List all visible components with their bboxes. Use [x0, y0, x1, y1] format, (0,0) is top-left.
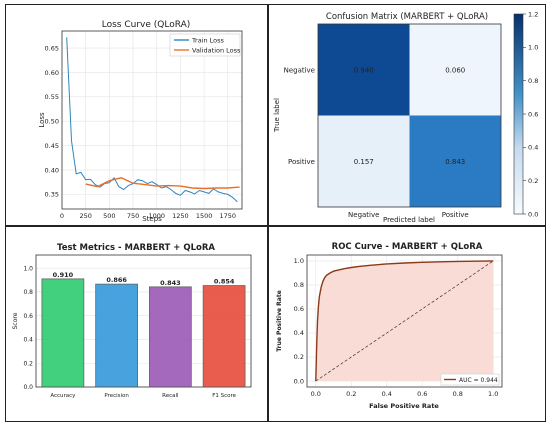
metrics-bar-value-label: 0.866 — [106, 276, 127, 284]
roc-x-tick-label: 0.2 — [346, 390, 356, 398]
metrics-bar — [149, 286, 192, 388]
roc-y-tick-label: 0.2 — [294, 353, 304, 361]
cm-x-tick-label: Negative — [348, 211, 379, 219]
roc-x-tick-label: 1.0 — [488, 390, 498, 398]
loss-chart-title: Loss Curve (QLoRA) — [102, 20, 191, 30]
metrics-x-tick-label: Precision — [104, 393, 129, 399]
roc-curve-chart: ROC Curve - MARBERT + QLoRA 0.0 0.0 0.2 0.2… — [276, 242, 503, 410]
cm-frame — [317, 23, 502, 208]
test-metrics-chart: Test Metrics - MARBERT + QLoRA 0.910 0.86… — [12, 243, 252, 399]
loss-y-axis-label: Loss — [38, 112, 46, 128]
confusion-matrix-panel: Confusion Matrix (MARBERT + QLoRA) 0.940… — [268, 4, 546, 226]
cm-cell-value: 0.060 — [445, 66, 465, 74]
metrics-bar-value-label: 0.910 — [53, 271, 74, 279]
cm-colorbar-tick-label: 1.0 — [528, 44, 538, 52]
roc-y-tick-label: 0.6 — [294, 305, 304, 313]
cm-x-tick-label: Positive — [442, 211, 469, 219]
loss-x-tick-label: 500 — [103, 212, 115, 220]
loss-x-tick-label: 750 — [127, 212, 139, 220]
cm-cell — [318, 24, 410, 116]
roc-x-tick-label: 0.0 — [311, 390, 321, 398]
test-metrics-panel: Test Metrics - MARBERT + QLoRA 0.910 0.86… — [5, 226, 268, 422]
cm-colorbar — [513, 13, 524, 215]
cm-colorbar-tick-label: 0.8 — [528, 77, 538, 85]
loss-y-tick-label: 0.50 — [45, 118, 59, 126]
metrics-bar — [41, 278, 85, 388]
metrics-y-tick-label: 0.2 — [23, 360, 33, 367]
cm-y-tick-label: Negative — [284, 66, 315, 74]
cm-colorbar-tick-label: 1.2 — [528, 10, 538, 18]
cm-y-tick-label: Positive — [288, 158, 315, 166]
roc-y-tick-label: 0.4 — [294, 329, 304, 337]
metrics-bar-value-label: 0.843 — [160, 279, 181, 287]
cm-cell-value: 0.843 — [445, 158, 465, 166]
cm-cell — [409, 24, 501, 116]
metrics-bar-value-label: 0.854 — [214, 278, 235, 286]
cm-cell — [409, 115, 501, 207]
loss-y-tick-label: 0.65 — [45, 44, 59, 52]
roc-x-tick-label: 0.6 — [417, 390, 427, 398]
legend-label-validation: Validation Loss — [192, 47, 241, 55]
loss-x-tick-label: 250 — [79, 212, 91, 220]
roc-title: ROC Curve - MARBERT + QLoRA — [332, 242, 483, 252]
cm-colorbar-tick-label: 0.0 — [528, 210, 538, 218]
metrics-y-tick-label: 1.0 — [23, 265, 33, 272]
loss-plot-frame — [61, 30, 243, 210]
loss-x-tick-label: 0 — [60, 212, 64, 220]
cm-y-axis-label: True label — [273, 98, 281, 133]
roc-curve-panel: ROC Curve - MARBERT + QLoRA 0.0 0.0 0.2 0.2… — [268, 226, 546, 422]
loss-y-tick-label: 0.45 — [45, 142, 59, 150]
roc-y-tick-label: 0.8 — [294, 281, 304, 289]
loss-y-tick-label: 0.60 — [45, 69, 59, 77]
metrics-y-tick-label: 0.0 — [23, 384, 33, 391]
validation-loss-line — [85, 177, 240, 190]
metrics-title: Test Metrics - MARBERT + QLoRA — [57, 243, 215, 253]
loss-x-tick-label: 1750 — [220, 212, 237, 220]
roc-diagonal-line — [315, 260, 494, 382]
roc-y-axis-label: True Positive Rate — [276, 290, 283, 352]
cm-cell — [318, 115, 410, 207]
cm-colorbar-tick-label: 0.4 — [528, 144, 538, 152]
roc-y-tick-label: 0.0 — [294, 377, 304, 385]
metrics-y-tick-label: 0.4 — [23, 337, 33, 344]
roc-x-axis-label: False Positive Rate — [369, 402, 439, 410]
roc-legend: AUC = 0.944 — [440, 373, 500, 386]
metrics-y-tick-label: 0.8 — [23, 289, 33, 296]
loss-x-tick-label: 1500 — [196, 212, 213, 220]
loss-y-tick-label: 0.40 — [45, 166, 59, 174]
loss-curve-chart: Loss Curve (QLoRA) 0 250 500 750 1000 1250 150… — [38, 20, 243, 223]
train-loss-line — [66, 37, 238, 203]
cm-cell-value: 0.157 — [354, 158, 374, 166]
roc-y-tick-label: 1.0 — [294, 257, 304, 265]
metrics-plot-frame — [35, 254, 252, 388]
loss-curve-panel: Loss Curve (QLoRA) 0 250 500 750 1000 1250 150… — [5, 4, 268, 226]
metrics-x-tick-label: Accuracy — [50, 393, 76, 399]
legend-label-train: Train Loss — [191, 37, 225, 45]
loss-legend: Train Loss Validation Loss — [169, 33, 241, 57]
roc-x-tick-label: 0.4 — [382, 390, 392, 398]
roc-plot-frame — [306, 254, 503, 388]
cm-x-axis-label: Predicted label — [383, 216, 435, 224]
loss-y-tick-label: 0.55 — [45, 93, 59, 101]
cm-colorbar-tick-label: 0.2 — [528, 177, 538, 185]
loss-x-tick-label: 1000 — [148, 212, 165, 220]
cm-colorbar-tick-label: 0.6 — [528, 110, 538, 118]
metrics-x-tick-label: Recall — [162, 393, 179, 399]
roc-curve-line — [315, 260, 494, 382]
metrics-bar — [202, 285, 246, 388]
roc-x-tick-label: 0.8 — [453, 390, 463, 398]
cm-cell-value: 0.940 — [354, 66, 374, 74]
loss-x-tick-label: 1250 — [172, 212, 189, 220]
metrics-y-axis-label: Score — [12, 312, 19, 329]
metrics-y-tick-label: 0.6 — [23, 313, 33, 320]
legend-label-auc: AUC = 0.944 — [459, 377, 498, 384]
metrics-x-tick-label: F1 Score — [212, 393, 236, 399]
metrics-bar — [95, 283, 138, 388]
loss-x-axis-label: Steps — [142, 215, 162, 223]
confusion-matrix-chart: Confusion Matrix (MARBERT + QLoRA) 0.940… — [273, 10, 538, 224]
loss-y-tick-label: 0.35 — [45, 191, 59, 199]
cm-title: Confusion Matrix (MARBERT + QLoRA) — [326, 12, 488, 22]
